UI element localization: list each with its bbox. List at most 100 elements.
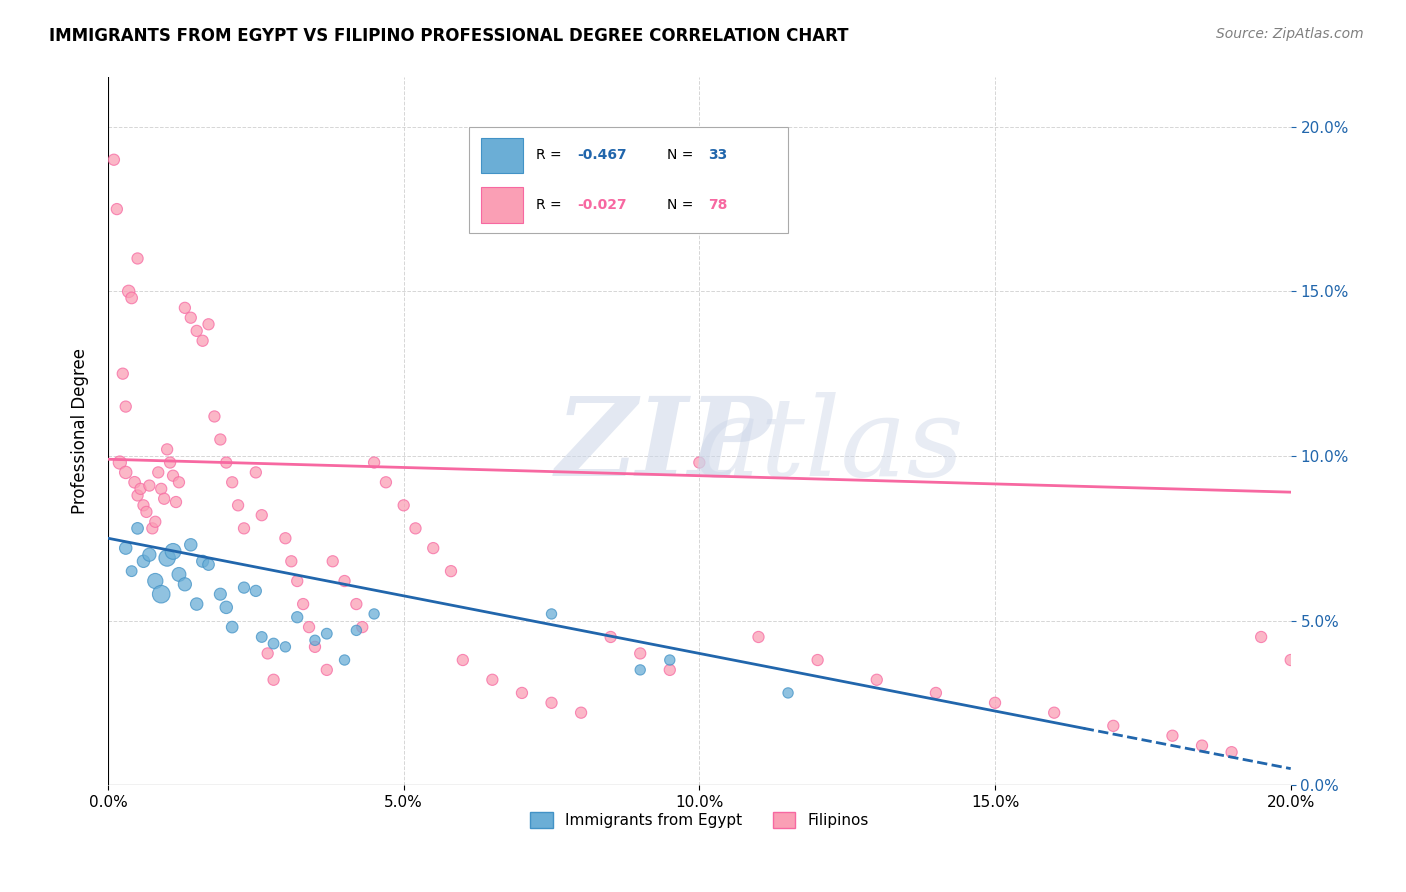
Point [363,456,385,470]
Point [285,574,308,588]
Point [162,544,184,558]
Point [374,475,396,490]
Point [1191,739,1213,753]
Point [688,456,710,470]
Point [180,310,202,325]
Point [263,673,285,687]
Point [776,686,799,700]
Point [333,574,356,588]
Point [138,478,160,492]
Point [925,686,948,700]
Point [440,564,463,578]
Text: Source: ZipAtlas.com: Source: ZipAtlas.com [1216,27,1364,41]
Point [153,491,176,506]
Point [127,521,149,535]
Point [866,673,889,687]
Point [250,630,273,644]
Point [250,508,273,523]
Point [984,696,1007,710]
Point [298,620,321,634]
Point [322,554,344,568]
Point [150,587,173,601]
Point [114,400,136,414]
Point [221,475,243,490]
Point [344,624,367,638]
Point [274,640,297,654]
Point [245,466,267,480]
Point [658,663,681,677]
Point [510,686,533,700]
Point [108,456,131,470]
Point [148,466,170,480]
Point [1161,729,1184,743]
Point [121,564,143,578]
Point [135,505,157,519]
Point [481,673,503,687]
Point [540,696,562,710]
Point [143,574,166,588]
Point [156,551,179,566]
Point [191,554,214,568]
Point [162,468,184,483]
Point [405,521,427,535]
Legend: Immigrants from Egypt, Filipinos: Immigrants from Egypt, Filipinos [523,805,875,834]
Point [233,521,256,535]
Text: ZIP: ZIP [555,392,772,500]
Point [114,466,136,480]
Point [138,548,160,562]
Point [1220,745,1243,759]
Point [315,663,337,677]
Point [226,499,249,513]
Point [292,597,315,611]
Point [221,620,243,634]
Point [121,291,143,305]
Point [245,583,267,598]
Point [129,482,152,496]
Point [392,499,415,513]
Point [132,499,155,513]
Point [451,653,474,667]
Point [127,252,149,266]
Point [1102,719,1125,733]
Point [111,367,134,381]
Point [156,442,179,457]
Point [143,515,166,529]
Point [256,647,278,661]
Point [658,653,681,667]
Point [180,538,202,552]
Point [191,334,214,348]
Point [569,706,592,720]
Text: IMMIGRANTS FROM EGYPT VS FILIPINO PROFESSIONAL DEGREE CORRELATION CHART: IMMIGRANTS FROM EGYPT VS FILIPINO PROFES… [49,27,849,45]
Point [422,541,444,555]
Point [167,567,190,582]
Point [173,577,195,591]
Point [215,600,238,615]
Point [352,620,374,634]
Point [1279,653,1302,667]
Point [215,456,238,470]
Point [173,301,195,315]
Point [150,482,173,496]
Point [114,541,136,555]
Point [132,554,155,568]
Point [127,488,149,502]
Point [118,285,141,299]
Point [628,663,651,677]
Point [1250,630,1272,644]
Point [197,558,219,572]
Point [333,653,356,667]
Point [747,630,769,644]
Point [167,475,190,490]
Point [304,640,326,654]
Point [103,153,125,167]
Point [1043,706,1066,720]
Point [186,324,208,338]
Text: atlas: atlas [695,392,965,500]
Point [599,630,621,644]
Point [204,409,226,424]
Point [285,610,308,624]
Point [807,653,830,667]
Point [233,581,256,595]
Point [315,626,337,640]
Point [304,633,326,648]
